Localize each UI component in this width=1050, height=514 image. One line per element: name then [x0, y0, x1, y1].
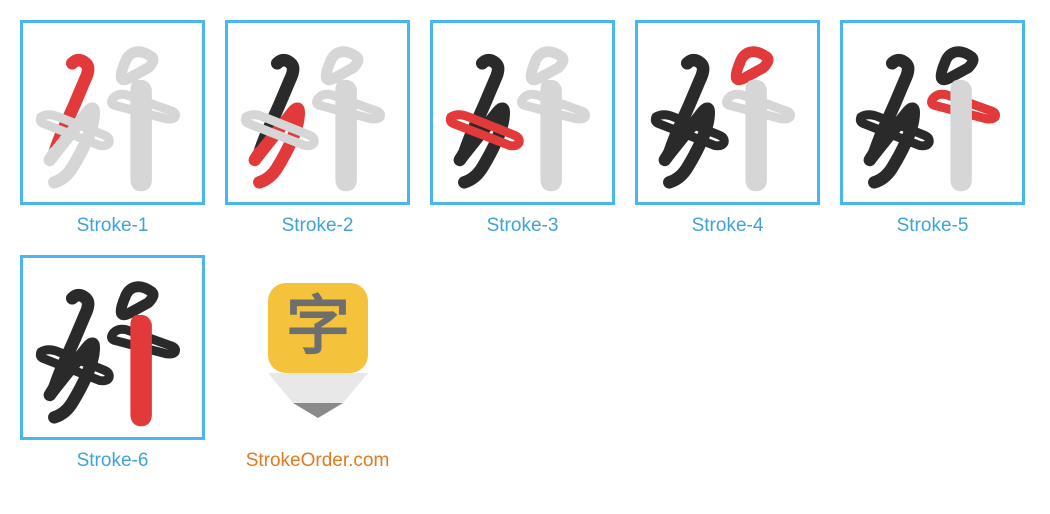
stroke-tile	[635, 20, 820, 205]
stroke-cell: Stroke-6	[20, 255, 205, 472]
site-logo: 字	[225, 255, 410, 440]
stroke-cell: Stroke-1	[20, 20, 205, 237]
stroke-tile	[430, 20, 615, 205]
stroke-caption: Stroke-1	[77, 215, 149, 237]
site-name: StrokeOrder.com	[246, 450, 390, 472]
stroke-tile	[20, 255, 205, 440]
stroke-cell: Stroke-4	[635, 20, 820, 237]
stroke-caption: Stroke-4	[692, 215, 764, 237]
stroke-tile	[840, 20, 1025, 205]
stroke-cell: Stroke-5	[840, 20, 1025, 237]
stroke-cell: Stroke-2	[225, 20, 410, 237]
stroke-caption: Stroke-5	[897, 215, 969, 237]
stroke-caption: Stroke-2	[282, 215, 354, 237]
stroke-caption: Stroke-6	[77, 450, 149, 472]
stroke-tile	[20, 20, 205, 205]
stroke-tile	[225, 20, 410, 205]
stroke-caption: Stroke-3	[487, 215, 559, 237]
svg-text:字: 字	[286, 290, 350, 362]
logo-cell: 字 StrokeOrder.com	[225, 255, 410, 472]
stroke-order-grid: Stroke-1 Stroke-2 Stroke-3 Stroke-4 Stroke-5…	[20, 20, 1030, 472]
stroke-cell: Stroke-3	[430, 20, 615, 237]
